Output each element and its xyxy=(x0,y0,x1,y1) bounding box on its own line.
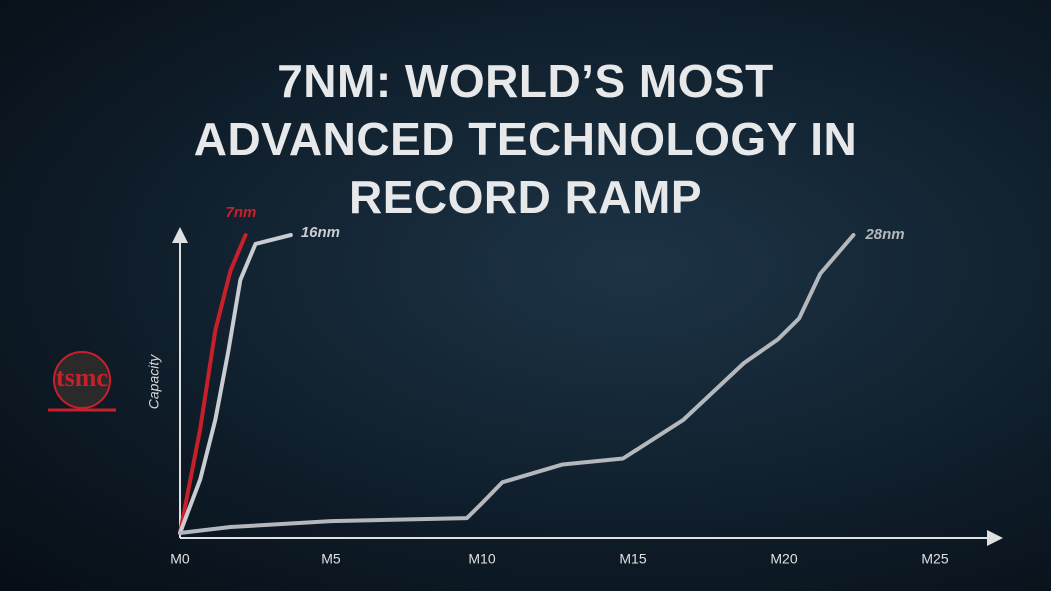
x-tick-label: M5 xyxy=(321,551,341,567)
series-label: 16nm xyxy=(301,224,340,241)
x-tick-label: M0 xyxy=(170,551,190,567)
series-label: 28nm xyxy=(864,226,904,243)
y-axis-label: Capacity xyxy=(146,354,162,409)
x-tick-label: M20 xyxy=(770,551,797,567)
x-tick-label: M10 xyxy=(468,551,495,567)
x-tick-label: M15 xyxy=(619,551,646,567)
logo: tsmc xyxy=(48,351,116,412)
x-tick-label: M25 xyxy=(921,551,948,567)
series-line xyxy=(178,233,293,535)
series-line xyxy=(178,233,856,535)
logo-text: tsmc xyxy=(56,363,108,392)
series-line xyxy=(178,233,248,535)
series-label: 7nm xyxy=(226,204,257,221)
chart-title: 7NM: WORLD’S MOST ADVANCED TECHNOLOGY IN… xyxy=(193,55,858,223)
